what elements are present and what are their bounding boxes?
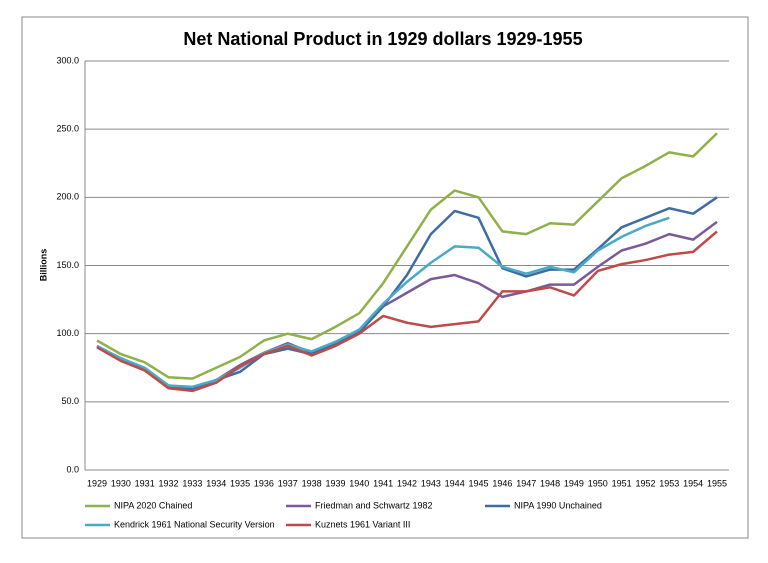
y-tick-label: 50.0	[61, 396, 79, 406]
x-tick-label: 1955	[707, 478, 727, 488]
x-tick-label: 1954	[683, 478, 703, 488]
x-tick-label: 1935	[230, 478, 250, 488]
y-tick-label: 250.0	[56, 124, 79, 134]
series-line	[96, 132, 718, 380]
x-tick-label: 1933	[182, 478, 202, 488]
x-tick-label: 1937	[278, 478, 298, 488]
y-tick-label: 150.0	[56, 260, 79, 270]
chart-title: Net National Product in 1929 dollars 192…	[183, 29, 582, 49]
x-tick-label: 1942	[397, 478, 417, 488]
legend-label: NIPA 2020 Chained	[114, 500, 192, 510]
x-tick-label: 1932	[159, 478, 179, 488]
y-axis-label: Billions	[38, 249, 48, 282]
x-tick-label: 1939	[325, 478, 345, 488]
x-tick-label: 1944	[445, 478, 465, 488]
x-tick-label: 1936	[254, 478, 274, 488]
legend-label: Kendrick 1961 National Security Version	[114, 519, 275, 529]
x-tick-label: 1938	[302, 478, 322, 488]
legend-label: Friedman and Schwartz 1982	[315, 500, 433, 510]
y-tick-label: 300.0	[56, 55, 79, 65]
x-tick-label: 1948	[540, 478, 560, 488]
x-tick-label: 1934	[206, 478, 226, 488]
x-tick-label: 1941	[373, 478, 393, 488]
y-tick-label: 200.0	[56, 192, 79, 202]
x-tick-label: 1953	[659, 478, 679, 488]
x-tick-label: 1931	[135, 478, 155, 488]
x-tick-label: 1952	[635, 478, 655, 488]
x-tick-label: 1951	[612, 478, 632, 488]
legend-label: Kuznets 1961 Variant III	[315, 519, 410, 529]
y-tick-label: 0.0	[66, 464, 79, 474]
x-tick-label: 1945	[469, 478, 489, 488]
x-tick-label: 1947	[516, 478, 536, 488]
series-line	[96, 216, 670, 389]
y-tick-label: 100.0	[56, 328, 79, 338]
x-tick-label: 1930	[111, 478, 131, 488]
x-tick-label: 1949	[564, 478, 584, 488]
x-tick-label: 1940	[349, 478, 369, 488]
legend-label: NIPA 1990 Unchained	[514, 500, 602, 510]
chart-border	[21, 16, 749, 539]
series-line	[96, 230, 718, 393]
x-tick-label: 1950	[588, 478, 608, 488]
x-tick-label: 1943	[421, 478, 441, 488]
x-tick-label: 1929	[87, 478, 107, 488]
x-tick-label: 1946	[492, 478, 512, 488]
